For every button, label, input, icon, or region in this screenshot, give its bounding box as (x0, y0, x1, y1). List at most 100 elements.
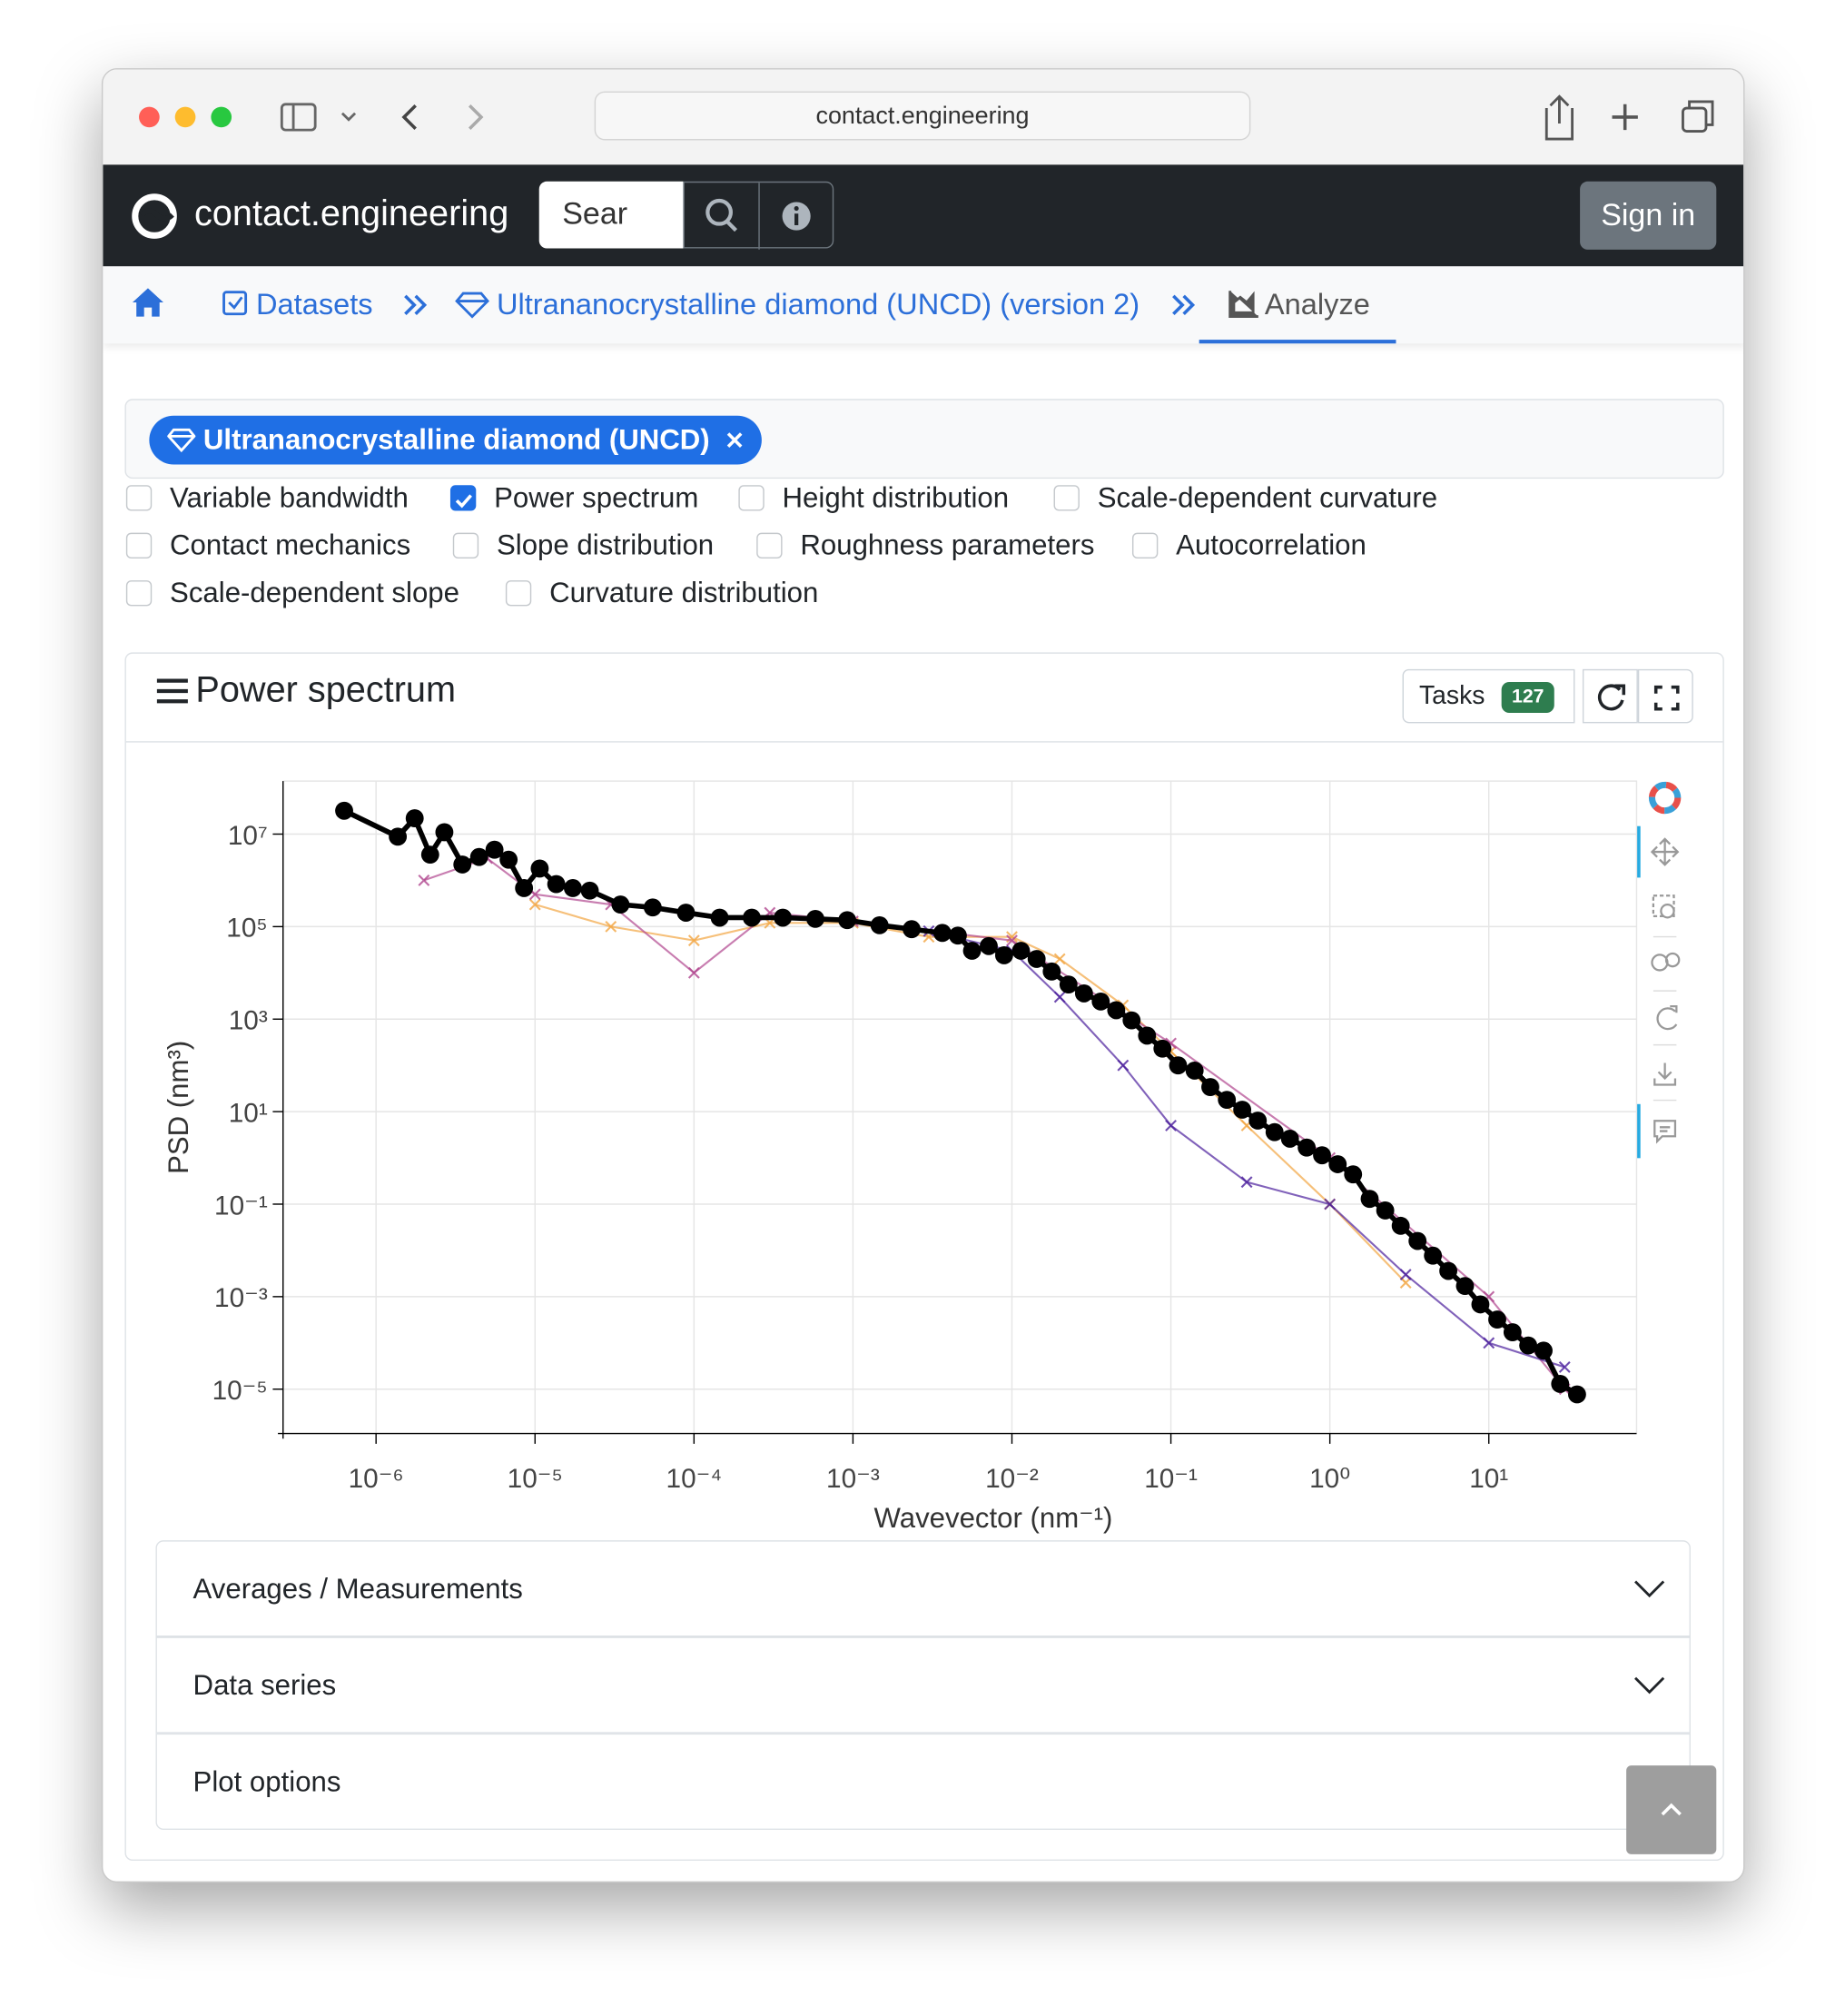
checkbox-label: Height distribution (782, 480, 1010, 514)
back-button[interactable] (401, 104, 417, 130)
data-point (1344, 1165, 1363, 1184)
data-point (1117, 1059, 1130, 1072)
checkbox-option[interactable]: Roughness parameters (756, 529, 1094, 562)
box-zoom-lens (1660, 904, 1675, 919)
data-point (1455, 1277, 1475, 1296)
share-button[interactable] (1544, 94, 1574, 141)
x-tick-label: 10⁰ (1309, 1464, 1350, 1494)
save-tool[interactable] (1653, 1062, 1677, 1086)
checkbox (1053, 485, 1080, 511)
data-point (1376, 1201, 1395, 1220)
checkbox-label: Roughness parameters (800, 529, 1095, 561)
separator (404, 294, 428, 316)
y-tick-label: 10⁷ (228, 821, 268, 851)
data-point (870, 915, 889, 934)
breadcrumbs: Datasets Ultrananocrystalline diamond (U… (103, 266, 1744, 344)
tasks-button[interactable]: Tasks 127 (1402, 668, 1575, 724)
accordion-title: Data series (192, 1668, 337, 1702)
bokeh-logo[interactable] (1648, 781, 1682, 815)
breadcrumb-link[interactable]: Ultrananocrystalline diamond (UNCD) (ver… (496, 286, 1140, 321)
fullscreen-icon (1653, 685, 1680, 711)
gem-icon (455, 292, 489, 319)
brand[interactable]: contact.engineering (193, 193, 509, 233)
minimize-button[interactable] (174, 106, 196, 128)
data-point (1122, 1011, 1141, 1030)
accordion-item[interactable]: Data series (155, 1636, 1691, 1734)
data-point (1503, 1323, 1522, 1341)
checkbox (738, 485, 765, 511)
accordion-title: Averages / Measurements (192, 1572, 523, 1606)
breadcrumb-icons (132, 288, 1396, 344)
data-point (1360, 1190, 1379, 1209)
data-point (1439, 1261, 1458, 1280)
data-point (1053, 953, 1066, 965)
data-point (1201, 1078, 1219, 1096)
navbar: contact.engineering Sear Sign in (103, 164, 1744, 267)
data-point (687, 934, 700, 947)
data-point (1233, 1101, 1252, 1119)
data-point (418, 875, 430, 886)
title-bar: contact.engineering (103, 69, 1744, 165)
chevron-down (1634, 1676, 1665, 1695)
reset-tool[interactable] (1656, 1004, 1678, 1031)
pan-tool[interactable] (1650, 837, 1680, 866)
breadcrumb-link[interactable]: Datasets (255, 286, 373, 321)
data-point (335, 801, 353, 820)
sign-in-button[interactable]: Sign in (1580, 181, 1717, 250)
data-point (1074, 983, 1093, 1003)
remove-chip[interactable] (725, 431, 744, 450)
search-button[interactable] (705, 198, 733, 226)
y-tick-label: 10⁻³ (214, 1283, 268, 1313)
checkbox-option[interactable]: Variable bandwidth (125, 480, 409, 515)
data-point (1534, 1341, 1553, 1360)
hover-tool[interactable] (1653, 1120, 1677, 1144)
breadcrumb-active[interactable]: Analyze (1264, 286, 1370, 321)
new-tab-button[interactable] (1612, 104, 1638, 131)
wheel-zoom-tool[interactable] (1651, 954, 1669, 972)
checkbox-option[interactable]: Height distribution (738, 481, 1009, 515)
checkbox-option[interactable]: Autocorrelation (1131, 529, 1366, 562)
tabs-button[interactable] (1682, 106, 1708, 133)
forward-button[interactable] (468, 104, 484, 130)
data-point (1488, 1310, 1506, 1329)
data-point (743, 908, 761, 927)
check-mark (455, 494, 472, 509)
data-point (1399, 1269, 1412, 1280)
checkbox-option[interactable]: Contact mechanics (125, 529, 410, 562)
selection-chip[interactable]: Ultrananocrystalline diamond (UNCD) (149, 415, 762, 465)
x-tick-label: 10⁻¹ (1144, 1464, 1198, 1494)
checkbox-option[interactable]: Slope distribution (452, 529, 714, 562)
checkbox-option[interactable]: Scale-dependent curvature (1053, 481, 1437, 515)
accordion-item[interactable]: Averages / Measurements (155, 1540, 1691, 1637)
sidebar-icon[interactable] (280, 103, 317, 132)
brand-logo[interactable] (132, 193, 178, 240)
data-point (528, 898, 541, 911)
checkbox-option[interactable]: Power spectrum (449, 481, 698, 515)
refresh-button[interactable] (1582, 668, 1638, 724)
tabs-button-back (1688, 100, 1714, 126)
search-input[interactable]: Sear (538, 181, 684, 249)
info-i (794, 213, 799, 225)
checkbox (452, 532, 479, 558)
checkbox-option[interactable]: Curvature distribution (505, 577, 818, 610)
fullscreen-button[interactable] (1637, 668, 1693, 724)
data-point (1471, 1295, 1490, 1314)
active-tool-marker (1636, 825, 1641, 878)
dropdown-icon[interactable] (340, 112, 357, 122)
active-tab-underline (1199, 340, 1396, 344)
zoom-button[interactable] (211, 106, 232, 128)
address-bar[interactable]: contact.engineering (594, 91, 1251, 141)
menu-icon[interactable] (155, 677, 189, 705)
close-button[interactable] (139, 106, 160, 128)
data-point (1391, 1216, 1410, 1235)
separator (1172, 294, 1196, 316)
data-point (1424, 1246, 1443, 1265)
y-tick-label: 10³ (229, 1006, 268, 1036)
checkbox-label: Scale-dependent slope (170, 576, 459, 609)
checkbox-label: Variable bandwidth (170, 480, 409, 514)
data-point (1169, 1056, 1188, 1075)
y-tick-label: 10⁻¹ (214, 1191, 268, 1220)
scroll-to-top-button[interactable] (1626, 1765, 1717, 1854)
checkbox-option[interactable]: Scale-dependent slope (125, 576, 459, 610)
